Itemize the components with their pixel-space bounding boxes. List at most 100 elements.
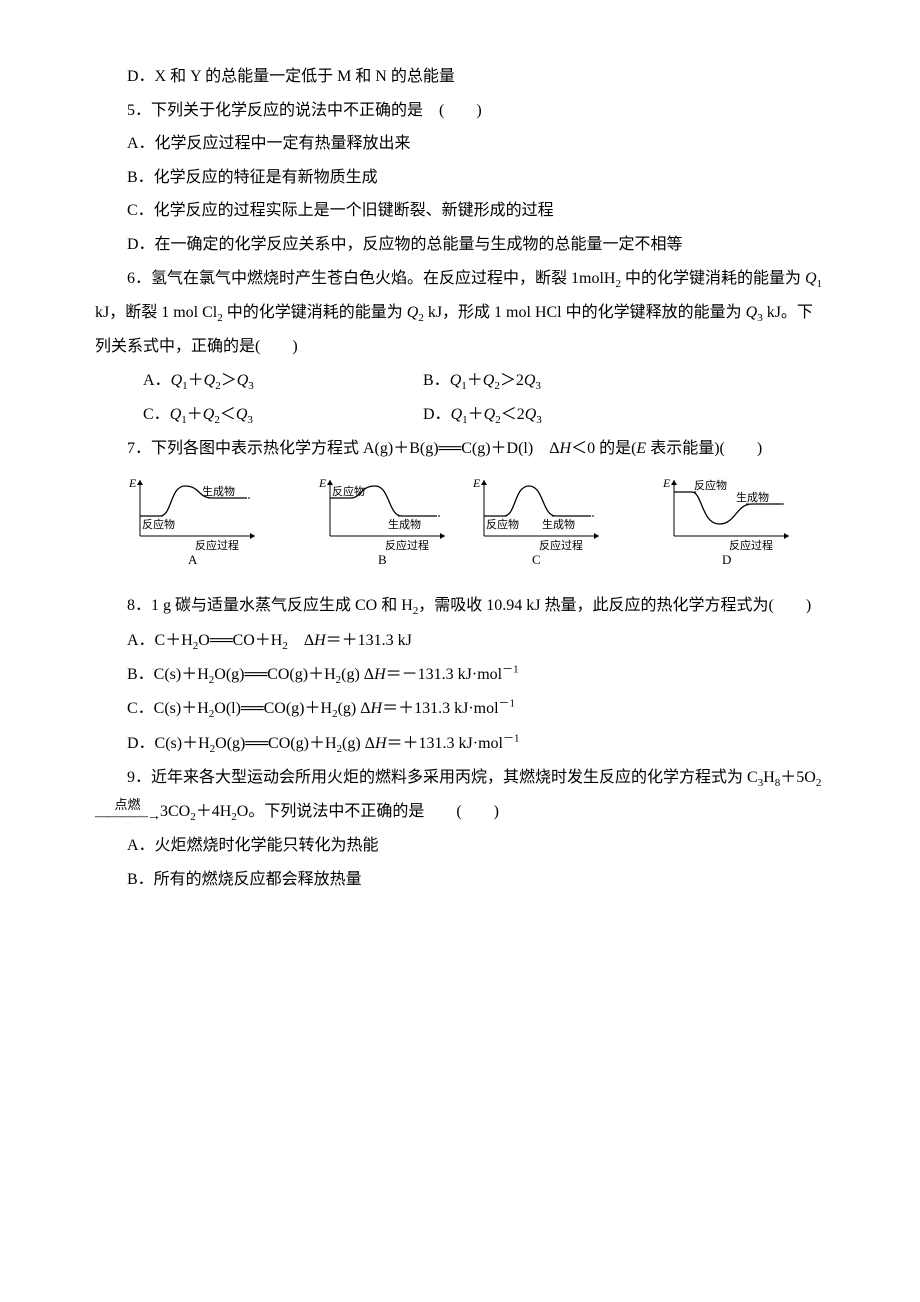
q6d-pre: D．	[423, 406, 451, 423]
q7-h: H	[560, 440, 572, 457]
q6-option-d: D．Q1＋Q2＜2Q3	[423, 398, 825, 432]
q8c3: (g) Δ	[338, 700, 371, 717]
q6a-m2: ＞	[221, 372, 237, 389]
q6-row2: C．Q1＋Q2＜Q3 D．Q1＋Q2＜2Q3	[95, 398, 825, 432]
q6d-m1: ＋	[468, 406, 484, 423]
q8a4: ＝＋131.3 kJ	[326, 632, 412, 649]
q9-t3: ＋5O	[780, 769, 816, 786]
q7-stem: 7．下列各图中表示热化学方程式 A(g)＋B(g)══C(g)＋D(l) ΔH＜…	[95, 432, 825, 466]
q8d3: (g) Δ	[342, 735, 375, 752]
q7-t1: 7．下列各图中表示热化学方程式 A(g)＋B(g)══C(g)＋D(l) Δ	[127, 440, 560, 457]
svg-text:E: E	[662, 476, 671, 490]
q8a-h: H	[314, 632, 326, 649]
svg-text:E: E	[472, 476, 481, 490]
q7-chart-row1: E反应物生成物反应过程A E反应物生成物反应过程B	[118, 474, 458, 569]
q8-option-a: A．C＋H2O══CO＋H2 ΔH＝＋131.3 kJ	[95, 624, 825, 658]
svg-text:反应过程: 反应过程	[729, 538, 773, 552]
q6a-q1: Q	[171, 372, 183, 389]
q6b-pre: B．	[423, 372, 450, 389]
q5-option-c: C．化学反应的过程实际上是一个旧键断裂、新键形成的过程	[95, 194, 825, 228]
q6b-q2: Q	[483, 372, 495, 389]
q6-t2: 中的化学键消耗的能量为	[621, 270, 805, 287]
q6a-s3: 3	[248, 380, 254, 392]
q8c1: C．C(s)＋H	[127, 700, 209, 717]
q8b2: O(g)══CO(g)＋H	[214, 666, 335, 683]
q9-t2: H	[763, 769, 775, 786]
q9-t6: ＋4H	[196, 803, 232, 820]
q6d-s3: 3	[536, 414, 542, 426]
svg-text:反应过程: 反应过程	[385, 538, 429, 552]
q6c-q3: Q	[236, 406, 248, 423]
q8d4: ＝＋131.3 kJ·mol	[387, 735, 503, 752]
q7-t3: 表示能量)( )	[646, 440, 762, 457]
svg-text:A: A	[188, 552, 198, 567]
svg-text:D: D	[722, 552, 731, 567]
q6a-q2: Q	[204, 372, 216, 389]
q5-stem: 5．下列关于化学反应的说法中不正确的是 ( )	[95, 94, 825, 128]
q7-chart-row2: E反应物生成物反应过程C E反应物生成物反应过程D	[462, 474, 802, 569]
q6b-q1: Q	[450, 372, 462, 389]
q9-arrow-body: ————→	[95, 811, 160, 822]
svg-text:反应物: 反应物	[332, 484, 365, 498]
q6-option-a: A．Q1＋Q2＞Q3	[143, 364, 423, 398]
q6c-q2: Q	[203, 406, 215, 423]
q8a3: Δ	[288, 632, 314, 649]
q6b-q3: Q	[524, 372, 536, 389]
q8c2: O(l)══CO(g)＋H	[214, 700, 332, 717]
q8-option-c: C．C(s)＋H2O(l)══CO(g)＋H2(g) ΔH＝＋131.3 kJ·…	[95, 692, 825, 726]
q6-t3: kJ，断裂 1 mol Cl	[95, 304, 217, 321]
q8-option-b: B．C(s)＋H2O(g)══CO(g)＋H2(g) ΔH＝－131.3 kJ·…	[95, 658, 825, 692]
svg-text:反应过程: 反应过程	[195, 538, 239, 552]
q6c-m2: ＜	[220, 406, 236, 423]
svg-text:生成物: 生成物	[542, 517, 575, 531]
q9-arrow: 点燃————→	[95, 798, 160, 822]
q8c-exp: －1	[499, 698, 516, 710]
q8-stem: 8．1 g 碳与适量水蒸气反应生成 CO 和 H2，需吸收 10.94 kJ 热…	[95, 589, 825, 623]
svg-text:反应物: 反应物	[486, 517, 519, 531]
q9-s2a: 2	[816, 777, 822, 789]
svg-text:反应过程: 反应过程	[539, 538, 583, 552]
svg-text:E: E	[128, 476, 137, 490]
svg-text:生成物: 生成物	[388, 517, 421, 531]
q7-e: E	[636, 440, 646, 457]
q5-option-d: D．在一确定的化学反应关系中，反应物的总能量与生成物的总能量一定不相等	[95, 228, 825, 262]
q9-option-b: B．所有的燃烧反应都会释放热量	[95, 863, 825, 897]
q8-option-d: D．C(s)＋H2O(g)══CO(g)＋H2(g) ΔH＝＋131.3 kJ·…	[95, 727, 825, 761]
q9-t7: O。下列说法中不正确的是 ( )	[237, 803, 499, 820]
q8a2: O══CO＋H	[198, 632, 282, 649]
q8b-h: H	[374, 666, 386, 683]
q6-q2: Q	[407, 304, 419, 321]
q6a-q3: Q	[237, 372, 249, 389]
q6-t5: kJ，形成 1 mol HCl 中的化学键释放的能量为	[424, 304, 746, 321]
q6a-pre: A．	[143, 372, 171, 389]
q6-t4: 中的化学键消耗的能量为	[223, 304, 407, 321]
q7-chart-c: E反应物生成物反应过程C	[462, 474, 612, 569]
q8b4: ＝－131.3 kJ·mol	[386, 666, 502, 683]
q6b-m2: ＞2	[500, 372, 524, 389]
q7-chart-a: E反应物生成物反应过程A	[118, 474, 268, 569]
q6-q1: Q	[805, 270, 817, 287]
q7-chart-b: E反应物生成物反应过程B	[308, 474, 458, 569]
q8b-exp: －1	[502, 664, 519, 676]
q6-option-c: C．Q1＋Q2＜Q3	[143, 398, 423, 432]
q6d-q2: Q	[484, 406, 496, 423]
q8d2: O(g)══CO(g)＋H	[215, 735, 336, 752]
q6-row1: A．Q1＋Q2＞Q3 B．Q1＋Q2＞2Q3	[95, 364, 825, 398]
q6c-s3: 3	[247, 414, 253, 426]
q8-t2: ，需吸收 10.94 kJ 热量，此反应的热化学方程式为( )	[418, 597, 811, 614]
q6-q3: Q	[746, 304, 758, 321]
q6d-q1: Q	[451, 406, 463, 423]
q6-option-b: B．Q1＋Q2＞2Q3	[423, 364, 825, 398]
q6d-q3: Q	[525, 406, 537, 423]
q9-t5: 3CO	[160, 803, 190, 820]
q9-t1: 9．近年来各大型运动会所用火炬的燃料多采用丙烷，其燃烧时发生反应的化学方程式为 …	[127, 769, 758, 786]
q6c-m1: ＋	[187, 406, 203, 423]
q8b3: (g) Δ	[341, 666, 374, 683]
q8d-exp: －1	[503, 732, 520, 744]
q6a-m1: ＋	[188, 372, 204, 389]
q7-t2: ＜0 的是(	[571, 440, 636, 457]
q5-option-a: A．化学反应过程中一定有热量释放出来	[95, 127, 825, 161]
svg-text:B: B	[378, 552, 387, 567]
q4-option-d: D．X 和 Y 的总能量一定低于 M 和 N 的总能量	[95, 60, 825, 94]
svg-text:生成物: 生成物	[202, 484, 235, 498]
